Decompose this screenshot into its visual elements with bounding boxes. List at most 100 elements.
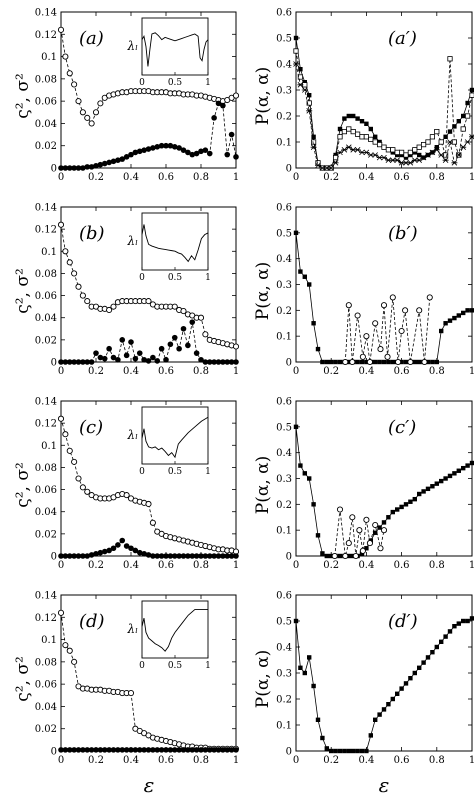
panel-5-series-1-point-13: [398, 327, 405, 335]
panel-6-series-0-point-6: [320, 551, 325, 556]
panel-5-series-0-point-1: [298, 269, 303, 274]
panel-5-frame: [295, 206, 473, 363]
panel-6-series-0-point-12: [346, 553, 351, 559]
panel-5-series-1-point-18: [426, 294, 433, 301]
panel-2-series-1-point-13: [115, 542, 121, 548]
panel-4-series-0-point-17: [368, 126, 373, 132]
panel-4-series-1-point-14: [354, 131, 361, 137]
panel-0-series-1-point-26: [171, 144, 178, 150]
panel-3-xtick-label-1: 0.2: [88, 755, 104, 766]
panel-3-xtick-label-0: 0: [58, 755, 64, 766]
panel-1-inset-xtick-label-2: 1: [205, 273, 211, 283]
panel-0-inset-xtick-label-2: 1: [205, 78, 211, 88]
panel-1-series-0-point-5: [79, 292, 86, 299]
panel-0-series-1-point-29: [185, 149, 191, 156]
panel-2-series-1-point-5: [80, 553, 86, 559]
panel-4-series-0-point-32: [434, 145, 439, 150]
panel-7-series-0-point-35: [447, 629, 453, 634]
panel-2-series-1-point-1: [62, 553, 69, 559]
panel-4-series-0-point-16: [364, 121, 369, 126]
panel-2-series-1-point-38: [224, 553, 231, 559]
panel-1-ytick-label-0: 0: [51, 358, 57, 369]
panel-2-series-1-point-17: [132, 547, 139, 554]
panel-4-series-2-point-1: [297, 82, 304, 88]
panel-0-series-0-point-4: [75, 98, 82, 105]
panel-0: 0 0.2 0.4 0.6 0.8 1 0 0.02 0.04 0.06 0.08 0.1 0.12 0.…: [35, 8, 239, 184]
panel-7-series-0-point-38: [461, 618, 466, 624]
panel-0-series-1-point-1: [62, 165, 69, 171]
panel-4-series-1-point-9: [332, 154, 339, 161]
panel-2-series-1-point-20: [145, 552, 152, 558]
panel-5-xtick-label-3: 0.6: [394, 366, 410, 377]
panel-1-series-1-point-6: [84, 359, 91, 365]
panel-3-label: (d): [79, 611, 105, 632]
panel-0-ytick-label-2: 0.04: [35, 119, 57, 130]
panel-2-series-1-point-25: [167, 553, 174, 559]
panel-0-series-1-point-28: [180, 147, 187, 153]
panel-1-series-1-point-11: [106, 345, 112, 352]
panel-0-xtick-label-2: 0.4: [123, 172, 139, 183]
panel-3-series-1-point-21: [150, 747, 156, 753]
panel-4-series-0-point-28: [417, 152, 422, 158]
panel-7-ytick-label-6: 0.6: [276, 591, 292, 602]
panel-2-ytick-label-1: 0.02: [35, 529, 57, 540]
panel-2-series-0-point-5: [79, 484, 86, 491]
panel-0-series-0-point-3: [71, 81, 78, 88]
panel-7-series-0-point-21: [386, 702, 391, 707]
panel-4-series-0-point-3: [307, 93, 312, 98]
panel-3-series-1-point-11: [106, 747, 112, 753]
panel-0-series-1-point-18: [136, 148, 143, 155]
panel-2-series-1-point-34: [206, 553, 213, 559]
panel-4-series-1-point-16: [363, 134, 370, 140]
panel-3-series-1-point-17: [132, 747, 139, 753]
panel-6-series-1-point-2: [342, 552, 349, 560]
panel-3-xtick-label-2: 0.4: [123, 755, 139, 766]
panel-3-inset: 0 0.5 1 λₗ: [126, 600, 211, 671]
panel-3-series-1-point-18: [136, 747, 143, 753]
panel-6-series-0-point-24: [399, 504, 404, 510]
panel-7-series-0-point-26: [408, 676, 413, 681]
panel-6-series-0-point-8: [329, 553, 334, 559]
panel-0-series-1-point-33: [202, 147, 209, 153]
panel-3-series-1-point-7: [88, 747, 95, 753]
panel-6-ytick-label-1: 0.1: [276, 526, 292, 537]
panel-5-series-0-point-39: [465, 308, 470, 313]
panel-6-series-0-point-25: [403, 502, 409, 507]
panel-1-series-1-point-23: [158, 345, 165, 352]
panel-2-ytick-label-4: 0.08: [35, 463, 57, 474]
panel-0-series-1-point-10: [101, 160, 108, 167]
panel-5-ytick-label-1: 0.1: [276, 332, 292, 343]
panel-5-series-1-point-7: [372, 320, 379, 327]
panel-6-series-0-point-40: [469, 460, 474, 466]
panel-5-series-1-line: [344, 297, 431, 363]
panel-2-series-1-point-6: [84, 553, 91, 559]
panel-0-ytick-label-1: 0.02: [35, 141, 57, 152]
panel-1-series-1-point-15: [123, 352, 130, 359]
panel-6-series-0-point-39: [465, 463, 470, 468]
panel-4-ytick-label-3: 0.3: [276, 86, 292, 97]
panel-1-inset-xtick-label-1: 0.5: [168, 273, 183, 283]
panel-1-inset: 0 0.5 1 λₗ: [126, 212, 211, 283]
panel-6-series-0-point-32: [434, 481, 439, 486]
panel-5-series-0-point-7: [324, 359, 329, 365]
panel-1-inset-xtick-label-0: 0: [139, 273, 145, 283]
panel-4-series-1-point-31: [429, 134, 436, 140]
panel-2-series-1-point-0: [58, 553, 64, 559]
panel-5-series-1-point-4: [359, 353, 366, 360]
panel-4-series-1-point-27: [412, 147, 418, 153]
panel-0-series-1-point-21: [150, 145, 156, 151]
panel-3-series-1-point-35: [211, 747, 217, 753]
panel-7-series-0-point-5: [315, 717, 321, 722]
panel-5-series-1-point-5: [363, 333, 370, 340]
panel-5-series-0-point-35: [447, 318, 453, 323]
panel-3-inset-ylabel: λₗ: [126, 622, 138, 636]
panel-6-series-0-point-27: [412, 496, 417, 502]
panel-3-series-1-point-33: [202, 747, 209, 753]
panel-7-series-0-point-19: [377, 712, 382, 717]
panel-3-series-1-point-32: [198, 747, 204, 753]
panel-6-series-0-point-26: [408, 499, 413, 504]
panel-4-series-1-point-39: [464, 113, 471, 119]
panel-6-series-0-point-28: [417, 491, 422, 497]
panel-2-series-1-point-15: [123, 543, 130, 549]
panel-5-series-0-point-6: [320, 359, 325, 365]
